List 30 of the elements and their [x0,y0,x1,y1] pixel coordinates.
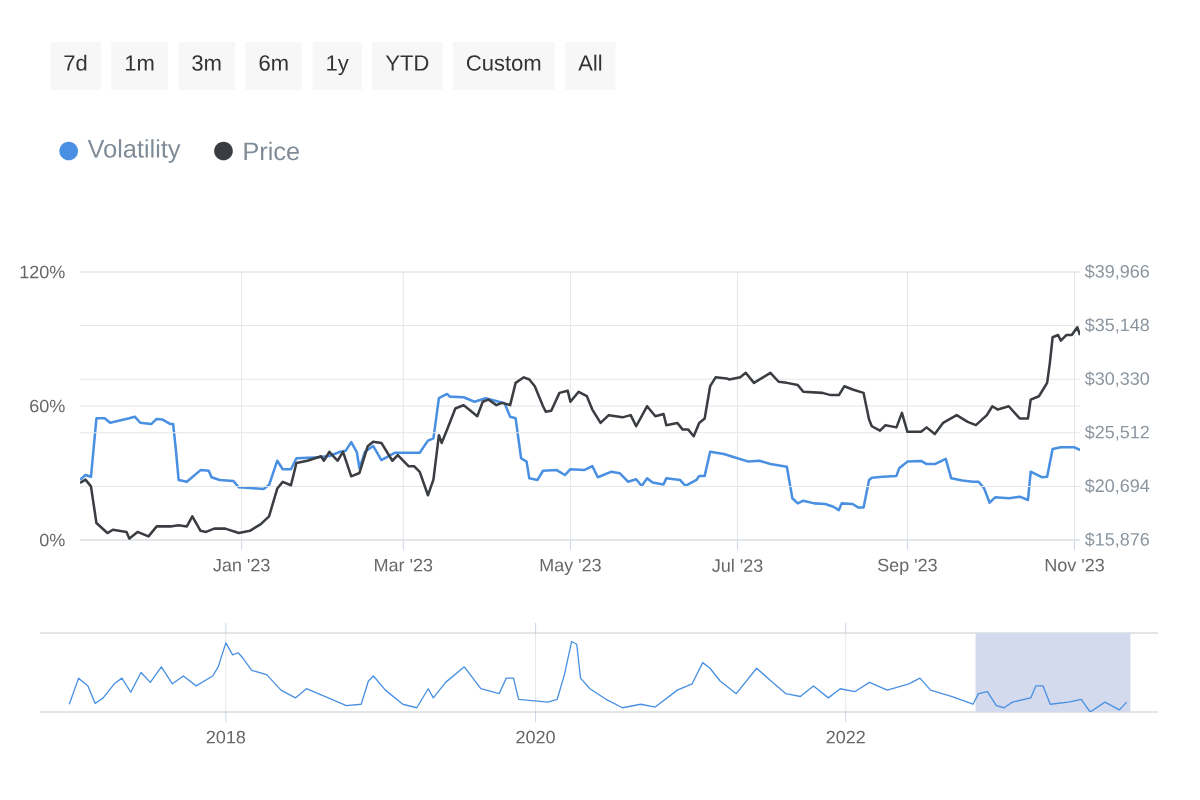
text: All [578,54,602,71]
x-tick-label: 2018 [206,730,246,744]
y2-tick-label: $15,876 [1084,532,1149,548]
y2-tick-label: $30,330 [1084,371,1150,388]
text: 1y [327,55,349,76]
line-series [80,325,1081,540]
legend-label: Price [244,141,299,161]
text: YTD [385,55,429,71]
y2-tick-label: $25,512 [1084,424,1149,441]
y2-tick-label: $35,148 [1084,317,1149,334]
y-tick-label: 0% [39,533,65,547]
text: 6m [259,55,288,71]
text: 1m [125,55,154,71]
text: 3m [192,55,221,71]
y2-tick-label: $20,694 [1084,478,1150,495]
x-tick-label: Sep '23 [877,558,937,576]
y-tick-label: 120% [20,265,65,279]
x-tick-label: May '23 [540,558,601,576]
x-tick-label: 2022 [826,730,865,744]
text: 7d [64,54,87,71]
x-tick-label: Mar '23 [375,558,433,572]
legend-label: Volatility [87,139,181,163]
text: Custom [466,55,541,71]
line-series [80,392,1081,512]
x-tick-label: 2020 [516,730,555,744]
y2-tick-label: $39,966 [1084,264,1149,280]
x-tick-label: Nov '23 [1045,558,1104,572]
x-tick-label: Jul '23 [712,558,763,572]
x-tick-label: Jan '23 [213,558,270,572]
y-tick-label: 60% [30,399,65,413]
